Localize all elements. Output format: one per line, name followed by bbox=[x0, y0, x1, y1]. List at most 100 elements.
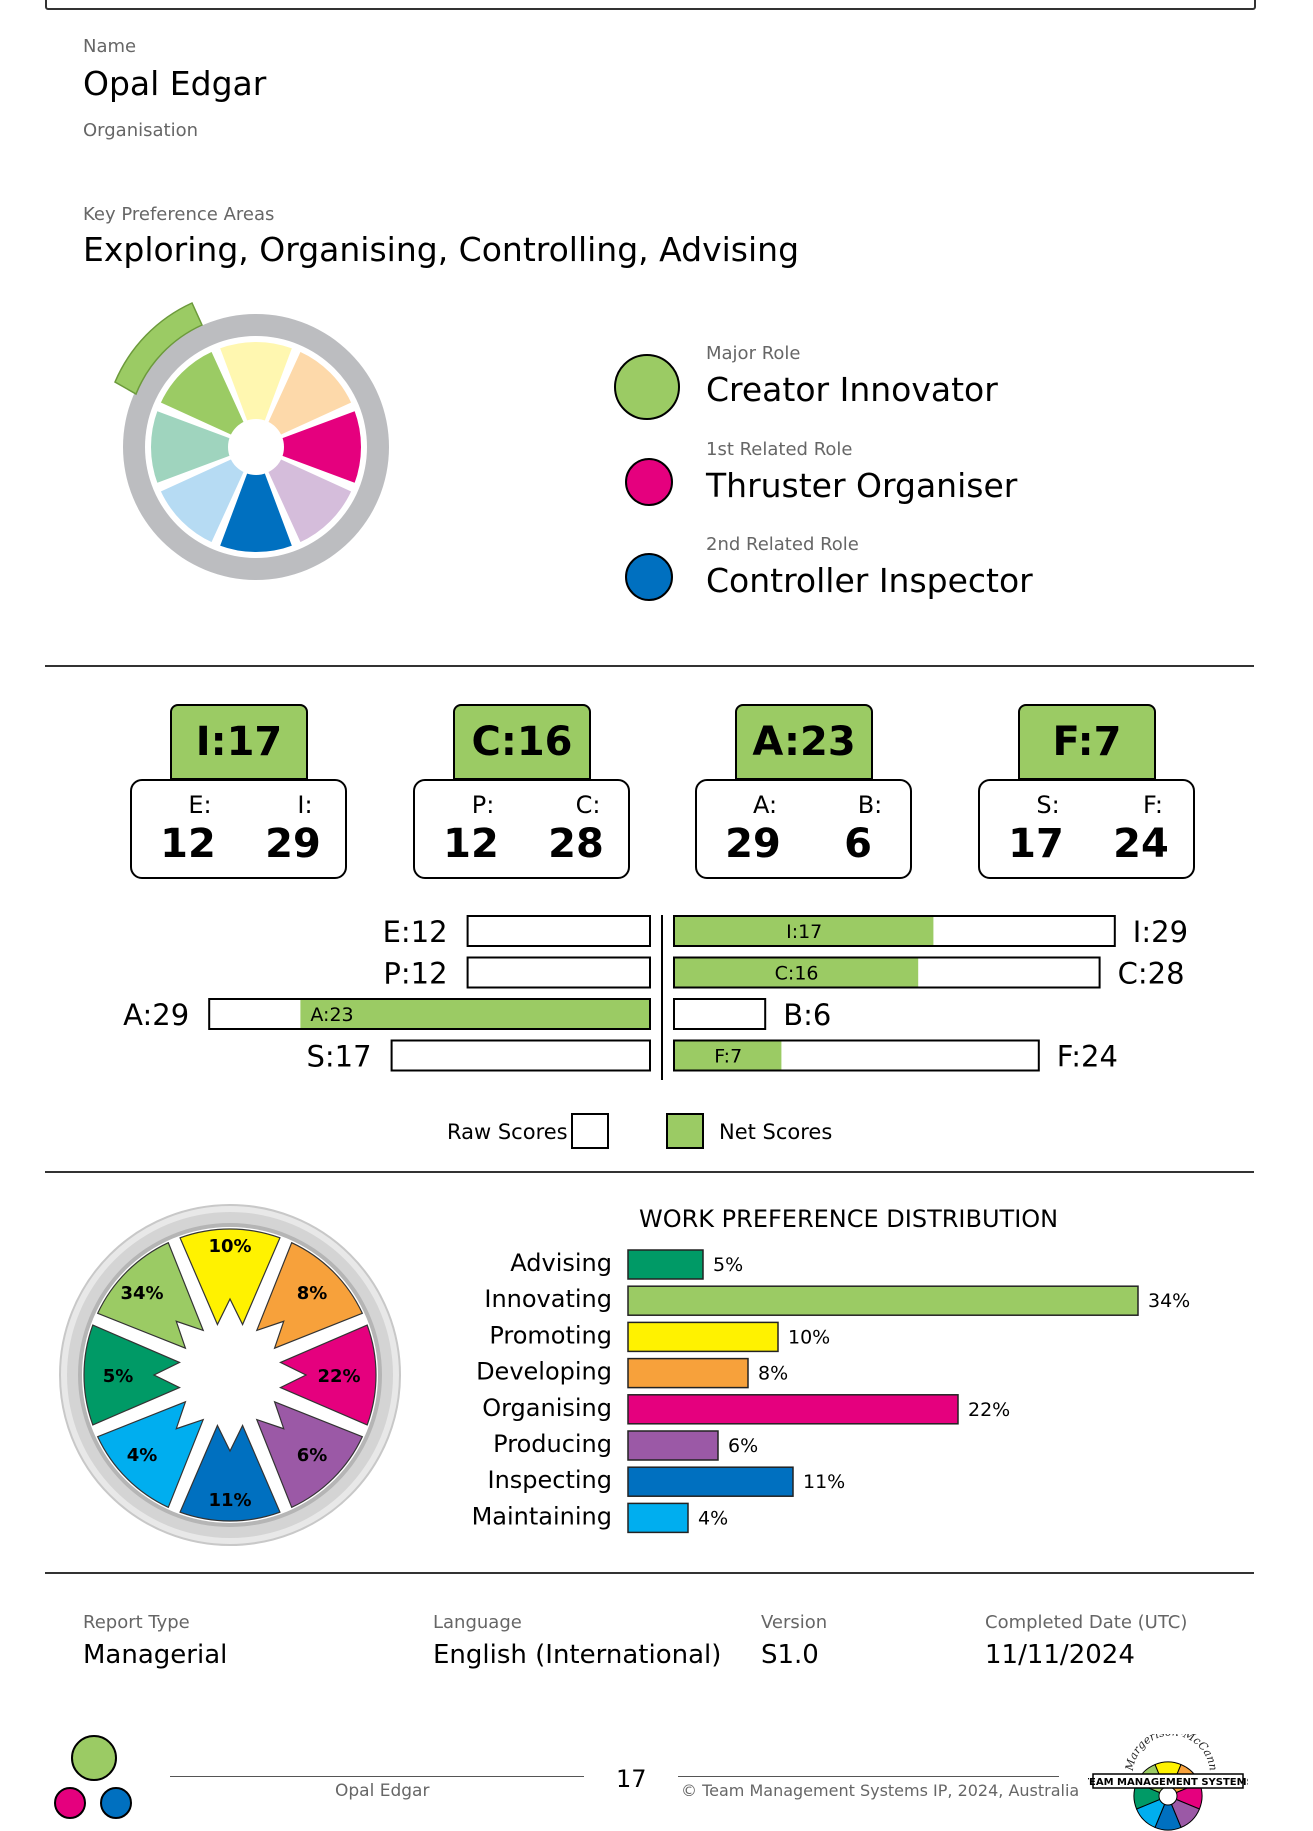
distribution-wheel-segment-promoting bbox=[179, 1228, 281, 1326]
key-preference-label: Key Preference Areas bbox=[83, 204, 275, 225]
net-bar-right bbox=[675, 958, 919, 987]
organisation-label: Organisation bbox=[83, 120, 199, 141]
distribution-category-label: Inspecting bbox=[487, 1466, 612, 1494]
distribution-category-label: Promoting bbox=[489, 1321, 612, 1349]
distribution-wheel-segment-advising bbox=[83, 1324, 181, 1426]
name-label: Name bbox=[83, 36, 137, 57]
net-score-tab: I:17 bbox=[170, 704, 308, 780]
left-scale-value: 12 bbox=[160, 821, 216, 867]
second-related-role-value: Controller Inspector bbox=[706, 561, 1033, 600]
distribution-value-label: 34% bbox=[1148, 1290, 1190, 1312]
footer-tms-dots-logo bbox=[54, 1735, 132, 1819]
raw-bar-left bbox=[390, 1039, 651, 1072]
distribution-bar-organising bbox=[627, 1394, 959, 1425]
net-scores-legend-label: Net Scores bbox=[719, 1120, 833, 1144]
wheel-pct-advising: 5% bbox=[103, 1366, 134, 1387]
raw-left-label: A:29 bbox=[123, 998, 189, 1032]
key-preference-value: Exploring, Organising, Controlling, Advi… bbox=[83, 230, 800, 269]
left-scale-value: 29 bbox=[725, 821, 781, 867]
footer-left-rule bbox=[170, 1776, 584, 1777]
net-score-tab: F:7 bbox=[1018, 704, 1156, 780]
net-bar-label: C:16 bbox=[775, 963, 819, 985]
second-related-role-label: 2nd Related Role bbox=[706, 534, 859, 555]
right-scale-letter: B: bbox=[857, 791, 883, 819]
distribution-value-label: 22% bbox=[968, 1399, 1010, 1421]
distribution-category-label: Developing bbox=[476, 1358, 612, 1386]
wheel-pct-developing: 8% bbox=[297, 1283, 328, 1304]
wheel-pct-maintaining: 4% bbox=[127, 1445, 158, 1466]
distribution-bar-inspecting bbox=[627, 1466, 794, 1497]
divider-2 bbox=[45, 1171, 1254, 1173]
logo-text: TEAM MANAGEMENT SYSTEMS bbox=[1088, 1777, 1248, 1788]
right-scale-value: 28 bbox=[548, 821, 604, 867]
distribution-category-label: Producing bbox=[493, 1430, 612, 1458]
major-role-dot bbox=[614, 354, 680, 420]
distribution-category-label: Organising bbox=[482, 1394, 612, 1422]
right-scale-value: 24 bbox=[1113, 821, 1169, 867]
distribution-value-label: 6% bbox=[728, 1435, 758, 1457]
net-bar-right bbox=[675, 1041, 782, 1070]
right-scale-letter: I: bbox=[297, 791, 313, 819]
raw-scores-legend-swatch bbox=[571, 1113, 609, 1149]
wheel-pct-promoting: 10% bbox=[208, 1236, 251, 1257]
left-scale-letter: E: bbox=[188, 791, 212, 819]
right-scale-letter: C: bbox=[575, 791, 601, 819]
raw-score-box: P: C: 12 28 bbox=[413, 779, 630, 879]
version-label: Version bbox=[761, 1612, 828, 1633]
footer-copyright: © Team Management Systems IP, 2024, Aust… bbox=[681, 1781, 1080, 1800]
major-role-value: Creator Innovator bbox=[706, 370, 998, 409]
distribution-bar-innovating bbox=[627, 1285, 1139, 1316]
distribution-bar-producing bbox=[627, 1430, 719, 1461]
distribution-wheel-segment-inspecting bbox=[179, 1424, 281, 1522]
right-scale-letter: F: bbox=[1142, 791, 1164, 819]
raw-right-label: I:29 bbox=[1133, 915, 1188, 949]
distribution-value-label: 11% bbox=[803, 1471, 845, 1493]
report-type-value: Managerial bbox=[83, 1640, 228, 1670]
role-wheel-segment-organising bbox=[253, 408, 363, 486]
raw-right-label: C:28 bbox=[1118, 957, 1185, 991]
distribution-value-label: 4% bbox=[698, 1507, 728, 1529]
team-management-systems-logo: Margerison-McCann TEAM MANAGEMENT SYSTEM… bbox=[1088, 1734, 1248, 1831]
distribution-bar-developing bbox=[627, 1357, 749, 1389]
left-scale-value: 17 bbox=[1008, 821, 1064, 867]
distribution-category-label: Innovating bbox=[484, 1285, 612, 1313]
distribution-bar-advising bbox=[627, 1249, 704, 1280]
first-related-role-dot bbox=[625, 458, 673, 506]
net-bar-left bbox=[300, 1000, 649, 1028]
page-number: 17 bbox=[616, 1765, 647, 1793]
version-value: S1.0 bbox=[761, 1640, 819, 1670]
wheel-pct-organising: 22% bbox=[317, 1366, 360, 1387]
role-wheel-segment-innovating bbox=[158, 349, 259, 450]
footer-name: Opal Edgar bbox=[335, 1781, 430, 1801]
raw-left-label: S:17 bbox=[307, 1040, 372, 1074]
left-scale-letter: P: bbox=[471, 791, 495, 819]
role-wheel-segment-maintaining bbox=[158, 444, 259, 545]
footer-right-rule bbox=[678, 1776, 1059, 1777]
raw-bar-left bbox=[466, 915, 651, 947]
distribution-bar-maintaining bbox=[627, 1502, 689, 1534]
divider-3 bbox=[45, 1572, 1254, 1574]
divider-1 bbox=[45, 665, 1254, 667]
role-wheel-segment-promoting bbox=[217, 340, 295, 450]
language-label: Language bbox=[433, 1612, 522, 1633]
raw-right-label: B:6 bbox=[783, 998, 831, 1032]
distribution-value-label: 10% bbox=[788, 1326, 830, 1348]
role-wheel-segment-advising bbox=[149, 408, 259, 486]
logo-wheel-hub bbox=[1158, 1786, 1178, 1806]
wheel-pct-innovating: 34% bbox=[120, 1283, 163, 1304]
distribution-value-label: 5% bbox=[713, 1254, 743, 1276]
left-scale-letter: S: bbox=[1036, 791, 1060, 819]
right-scale-value: 6 bbox=[844, 821, 872, 867]
net-score-tab: A:23 bbox=[735, 704, 873, 780]
first-related-role-value: Thruster Organiser bbox=[706, 466, 1018, 505]
distribution-wheel-segment-maintaining bbox=[96, 1400, 205, 1509]
left-scale-value: 12 bbox=[443, 821, 499, 867]
second-related-role-dot bbox=[625, 553, 673, 601]
raw-score-box: S: F: 17 24 bbox=[978, 779, 1195, 879]
distribution-chart-title: WORK PREFERENCE DISTRIBUTION bbox=[639, 1205, 1059, 1233]
role-wheel bbox=[114, 302, 389, 580]
net-bar-right bbox=[675, 917, 934, 945]
report-type-label: Report Type bbox=[83, 1612, 190, 1633]
first-related-role-label: 1st Related Role bbox=[706, 439, 853, 460]
net-bar-label: A:23 bbox=[310, 1004, 353, 1026]
